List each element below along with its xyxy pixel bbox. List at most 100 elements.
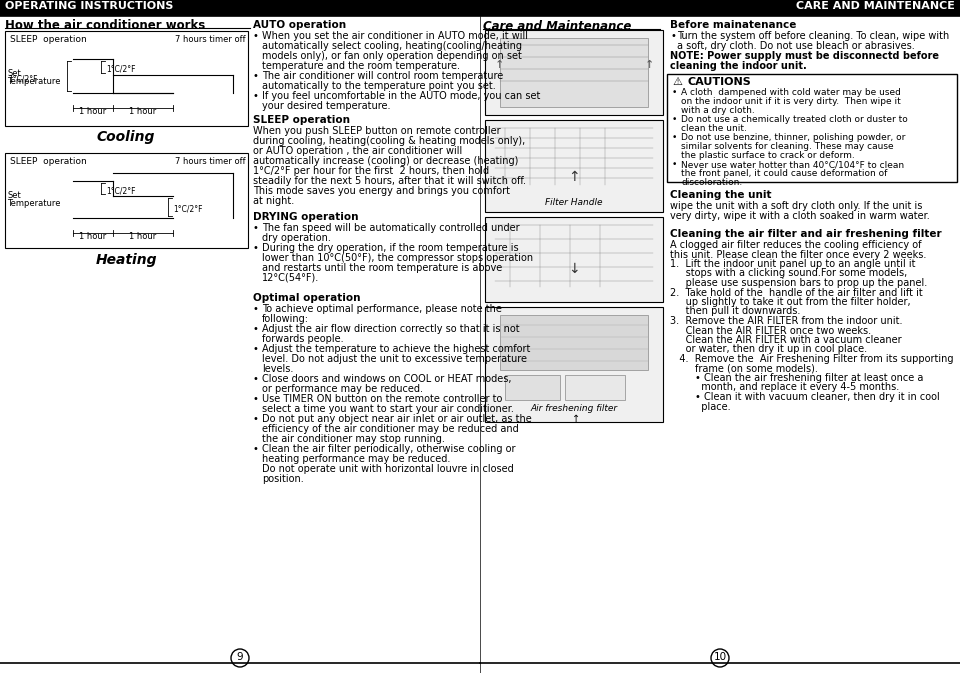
Text: The air conditioner will control room temperature: The air conditioner will control room te… [262, 71, 503, 81]
Text: How the air conditioner works: How the air conditioner works [5, 19, 205, 32]
Text: automatically increase (cooling) or decrease (heating): automatically increase (cooling) or decr… [253, 156, 518, 166]
Text: following:: following: [262, 314, 309, 324]
Text: 1 hour: 1 hour [80, 232, 107, 241]
Bar [5, 31, 248, 126]
Text: the air conditioner may stop running.: the air conditioner may stop running. [262, 434, 444, 444]
Text: frame (on some models).: frame (on some models). [670, 363, 818, 374]
Text: 9: 9 [237, 652, 243, 662]
Text: •: • [253, 31, 259, 41]
Text: place.: place. [670, 402, 731, 411]
Bar [667, 74, 957, 182]
Text: Adjust the temperature to achieve the highest comfort: Adjust the temperature to achieve the hi… [262, 344, 530, 354]
Text: During the dry operation, if the room temperature is: During the dry operation, if the room te… [262, 243, 518, 253]
Text: lower than 10°C(50°F), the compressor stops operation: lower than 10°C(50°F), the compressor st… [262, 253, 533, 263]
Text: 1°C/2°F: 1°C/2°F [173, 205, 203, 214]
Text: very dirty, wipe it with a cloth soaked in warm water.: very dirty, wipe it with a cloth soaked … [670, 211, 929, 221]
Bar [505, 375, 560, 400]
Text: models only), or fan only operation depending on set: models only), or fan only operation depe… [262, 51, 522, 61]
Text: Clean the AIR FILTER once two weeks.: Clean the AIR FILTER once two weeks. [670, 326, 871, 336]
Text: Optimal operation: Optimal operation [253, 293, 361, 303]
Text: ↑: ↑ [572, 414, 580, 424]
Text: • Clean it with vacuum cleaner, then dry it in cool: • Clean it with vacuum cleaner, then dry… [670, 392, 940, 402]
Text: •: • [672, 133, 678, 142]
Text: Set: Set [7, 69, 21, 78]
Text: at night.: at night. [253, 196, 295, 206]
Text: your desired temperature.: your desired temperature. [262, 101, 391, 111]
Text: •: • [253, 394, 259, 404]
Text: 3.  Remove the AIR FILTER from the indoor unit.: 3. Remove the AIR FILTER from the indoor… [670, 316, 902, 326]
Text: Do not use a chemically treated cloth or duster to: Do not use a chemically treated cloth or… [681, 115, 908, 124]
Text: 1°C/2°F per hour for the first  2 hours, then hold: 1°C/2°F per hour for the first 2 hours, … [253, 166, 490, 176]
Text: This mode saves you energy and brings you comfort: This mode saves you energy and brings yo… [253, 186, 510, 196]
Text: 1°C/2°F: 1°C/2°F [106, 186, 135, 195]
Text: levels.: levels. [262, 364, 294, 374]
Text: Turn the system off before cleaning. To clean, wipe with: Turn the system off before cleaning. To … [677, 31, 949, 41]
Text: Filter Handle: Filter Handle [545, 198, 603, 207]
Text: and restarts until the room temperature is above: and restarts until the room temperature … [262, 263, 502, 273]
Text: 1 hour: 1 hour [130, 232, 156, 241]
Text: •: • [253, 71, 259, 81]
Text: or water, then dry it up in cool place.: or water, then dry it up in cool place. [670, 345, 867, 355]
Text: Cleaning the air filter and air freshening filter: Cleaning the air filter and air fresheni… [670, 229, 942, 239]
Text: 7 hours timer off: 7 hours timer off [176, 157, 246, 166]
Text: •: • [672, 88, 678, 97]
Text: on the indoor unit if it is very dirty.  Then wipe it: on the indoor unit if it is very dirty. … [681, 97, 900, 106]
Text: SLEEP  operation: SLEEP operation [10, 35, 86, 44]
Text: this unit. Please clean the filter once every 2 weeks.: this unit. Please clean the filter once … [670, 250, 926, 260]
Text: 4.  Remove the  Air Freshening Filter from its supporting: 4. Remove the Air Freshening Filter from… [670, 354, 953, 364]
Text: The fan speed will be automatically controlled under: The fan speed will be automatically cont… [262, 223, 519, 233]
Text: clean the unit.: clean the unit. [681, 124, 747, 133]
Text: Temperature: Temperature [7, 77, 60, 86]
Text: 1°C/2°F: 1°C/2°F [8, 74, 37, 83]
Bar [5, 153, 248, 248]
Text: SLEEP operation: SLEEP operation [253, 115, 350, 125]
Text: position.: position. [262, 474, 303, 484]
Text: the front panel, it could cause deformation of: the front panel, it could cause deformat… [681, 169, 887, 178]
Bar [500, 38, 648, 107]
Text: When you push SLEEP button on remote controller: When you push SLEEP button on remote con… [253, 126, 500, 136]
Text: cleaning the indoor unit.: cleaning the indoor unit. [670, 61, 806, 71]
Text: DRYING operation: DRYING operation [253, 212, 358, 222]
Text: please use suspension bars to prop up the panel.: please use suspension bars to prop up th… [670, 278, 927, 288]
Text: Set: Set [7, 191, 21, 200]
Text: then pull it downwards.: then pull it downwards. [670, 306, 801, 316]
Text: 1 hour: 1 hour [130, 107, 156, 116]
Text: Use TIMER ON button on the remote controller to: Use TIMER ON button on the remote contro… [262, 394, 502, 404]
Text: • Clean the air freshening filter at least once a: • Clean the air freshening filter at lea… [670, 373, 924, 383]
Text: ↑: ↑ [495, 60, 504, 70]
Text: Care and Maintenance: Care and Maintenance [483, 20, 632, 33]
Bar [480, 0, 960, 16]
Text: •: • [670, 31, 676, 41]
Text: Do not operate unit with horizontal louvre in closed: Do not operate unit with horizontal louv… [262, 464, 514, 474]
Text: dry operation.: dry operation. [262, 233, 331, 243]
Text: Cleaning the unit: Cleaning the unit [670, 190, 772, 200]
Text: CAUTIONS: CAUTIONS [687, 77, 751, 87]
Text: ⚠: ⚠ [672, 77, 682, 87]
Text: OPERATING INSTRUCTIONS: OPERATING INSTRUCTIONS [5, 1, 174, 11]
Text: the plastic surface to crack or deform.: the plastic surface to crack or deform. [681, 151, 854, 160]
Text: Clean the air filter periodically, otherwise cooling or: Clean the air filter periodically, other… [262, 444, 516, 454]
Text: Air freshening filter: Air freshening filter [531, 404, 617, 413]
Text: automatically select cooling, heating(cooling/heating: automatically select cooling, heating(co… [262, 41, 522, 51]
Text: •: • [672, 160, 678, 169]
Text: •: • [253, 374, 259, 384]
Text: •: • [253, 344, 259, 354]
Text: •: • [253, 243, 259, 253]
Text: similar solvents for cleaning. These may cause: similar solvents for cleaning. These may… [681, 142, 894, 151]
Bar [500, 315, 648, 370]
Text: •: • [672, 115, 678, 124]
Text: Do not use benzine, thinner, polishing powder, or: Do not use benzine, thinner, polishing p… [681, 133, 905, 142]
Text: CARE AND MAINTENANCE: CARE AND MAINTENANCE [796, 1, 955, 11]
Text: Cooling: Cooling [97, 130, 156, 144]
Text: •: • [253, 414, 259, 424]
Bar [485, 217, 663, 302]
Text: A cloth  dampened with cold water may be used: A cloth dampened with cold water may be … [681, 88, 900, 97]
Text: Never use water hotter than 40°C/104°F to clean: Never use water hotter than 40°C/104°F t… [681, 160, 904, 169]
Text: •: • [253, 223, 259, 233]
Text: Heating: Heating [95, 253, 156, 267]
Text: •: • [253, 304, 259, 314]
Text: select a time you want to start your air conditioner.: select a time you want to start your air… [262, 404, 514, 414]
Text: discoloration.: discoloration. [681, 178, 742, 187]
Text: 7 hours timer off: 7 hours timer off [176, 35, 246, 44]
Text: ↑: ↑ [645, 60, 655, 70]
